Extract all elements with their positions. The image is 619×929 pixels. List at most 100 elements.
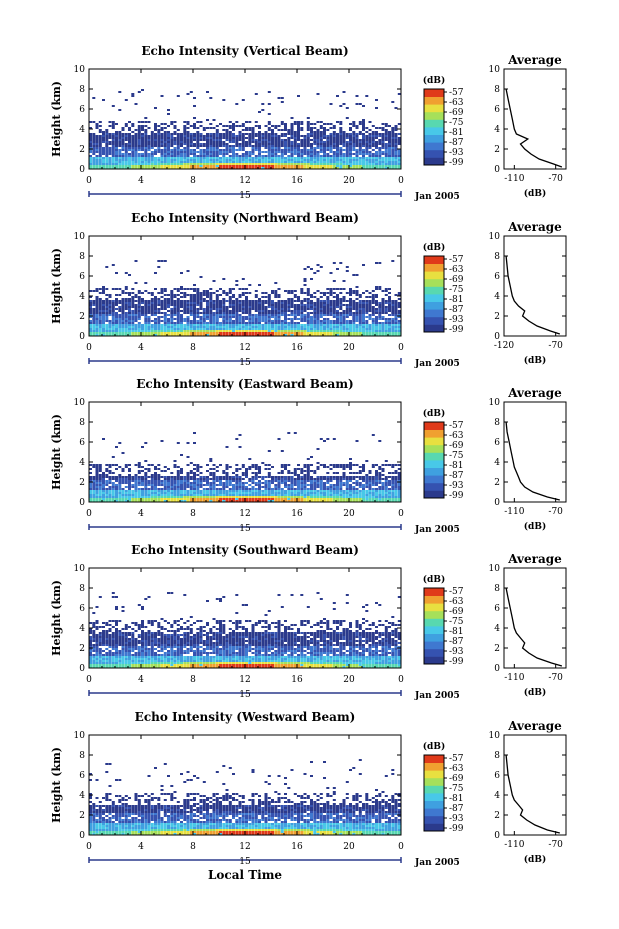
heatmap-cell [186, 147, 190, 149]
heatmap-cell [339, 330, 343, 332]
heatmap-cell [378, 304, 382, 306]
heatmap-cell [202, 490, 206, 492]
heatmap-cell [290, 306, 294, 308]
heatmap-cell [92, 308, 96, 310]
heatmap-cell [111, 304, 115, 306]
heatmap-cell [150, 131, 154, 133]
heatmap-cell [202, 312, 206, 314]
heatmap-cell [183, 306, 187, 308]
heatmap-cell [121, 480, 125, 482]
avg-y-tick-label: 2 [494, 312, 500, 322]
heatmap-cell [89, 484, 92, 486]
heatmap-cell [167, 298, 170, 300]
heatmap-cell [238, 159, 242, 161]
heatmap-cell [394, 143, 398, 145]
heatmap-cell [277, 141, 281, 143]
heatmap-cell [352, 165, 356, 167]
heatmap-cell [375, 288, 378, 290]
heatmap-cell [150, 135, 154, 137]
heatmap-cell [297, 300, 300, 302]
heatmap-cell [170, 472, 174, 474]
heatmap-cell [154, 480, 157, 482]
heatmap-cell [121, 165, 125, 167]
heatmap-cell [183, 330, 187, 332]
heatmap-cell [180, 326, 183, 328]
heatmap-cell [170, 334, 174, 336]
heatmap-cell [89, 300, 92, 302]
heatmap-cell [362, 151, 365, 153]
heatmap-cell [342, 133, 346, 135]
heatmap-cell [186, 312, 190, 314]
heatmap-cell [238, 308, 242, 310]
heatmap-cell [176, 484, 180, 486]
heatmap-cell [303, 284, 307, 286]
heatmap-cell [193, 312, 196, 314]
heatmap-cell [284, 157, 287, 159]
heatmap-cell [215, 312, 219, 314]
heatmap-cell [300, 306, 304, 308]
heatmap-cell [163, 135, 167, 137]
heatmap-cell [150, 159, 154, 161]
heatmap-cell [209, 468, 213, 470]
heatmap-cell [215, 290, 219, 292]
heatmap-cell [313, 310, 317, 312]
colorbar-segment [424, 324, 444, 333]
heatmap-cell [196, 500, 200, 502]
heatmap-cell [339, 328, 343, 330]
heatmap-cell [362, 330, 365, 332]
heatmap-cell [358, 318, 362, 320]
heatmap-cell [358, 163, 362, 165]
heatmap-cell [323, 308, 326, 310]
heatmap-cell [212, 133, 216, 135]
heatmap-cell [193, 332, 196, 334]
heatmap-cell [251, 494, 255, 496]
heatmap-cell [212, 306, 216, 308]
heatmap-cell [147, 468, 151, 470]
heatmap-cell [310, 139, 313, 141]
heatmap-cell [287, 322, 291, 324]
heatmap-cell [134, 478, 138, 480]
heatmap-cell [160, 332, 164, 334]
heatmap-cell [319, 125, 323, 127]
heatmap-cell [128, 133, 131, 135]
heatmap-cell [336, 314, 339, 316]
heatmap-cell [254, 334, 258, 336]
heatmap-cell [212, 145, 216, 147]
heatmap-cell [228, 298, 232, 300]
heatmap-cell [300, 145, 304, 147]
heatmap-cell [391, 133, 395, 135]
heatmap-cell [245, 141, 248, 143]
heatmap-cell [160, 123, 164, 125]
colorbar-segment [424, 127, 444, 135]
heatmap-cell [128, 470, 131, 472]
heatmap-cell [381, 316, 385, 318]
heatmap-cell [287, 137, 291, 139]
heatmap-cell [209, 157, 213, 159]
heatmap-cell [206, 290, 209, 292]
heatmap-cell [342, 322, 346, 324]
heatmap-cell [131, 137, 135, 139]
heatmap-cell [228, 324, 232, 326]
heatmap-cell [316, 147, 320, 149]
heatmap-cell [98, 470, 102, 472]
heatmap-cell [397, 159, 401, 161]
heatmap-cell [180, 151, 183, 153]
heatmap-cell [271, 492, 274, 494]
heatmap-cell [199, 302, 203, 304]
heatmap-cell [297, 328, 300, 330]
heatmap-cell [264, 296, 268, 298]
heatmap-cell [170, 478, 174, 480]
heatmap-cell [287, 129, 291, 131]
heatmap-cell [332, 131, 336, 133]
heatmap-cell [124, 292, 128, 294]
heatmap-cell [124, 498, 128, 500]
heatmap-cell [157, 478, 161, 480]
heatmap-cell [115, 308, 118, 310]
heatmap-cell [258, 312, 261, 314]
heatmap-cell [336, 332, 339, 334]
heatmap-cell [173, 498, 177, 500]
heatmap-cell [355, 133, 359, 135]
heatmap-cell [274, 135, 278, 137]
heatmap-cell [193, 474, 196, 476]
heatmap-cell [176, 139, 180, 141]
